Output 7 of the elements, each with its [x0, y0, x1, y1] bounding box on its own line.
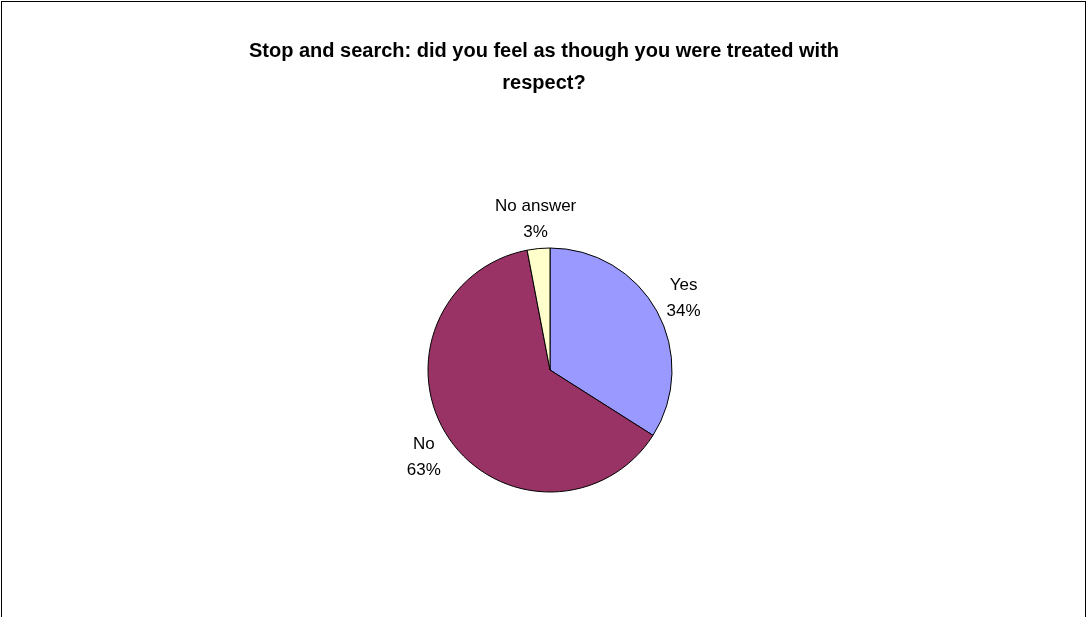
data-label: 34%: [666, 300, 701, 320]
chart-title: Stop and search: did you feel as though you were treated with respect?: [248, 39, 840, 93]
slice-label: Yes: [669, 274, 698, 294]
data-label: 3%: [523, 222, 548, 242]
slice-label: No: [413, 433, 435, 453]
slice-label: No answer: [495, 196, 577, 216]
data-label: 63%: [406, 459, 441, 479]
